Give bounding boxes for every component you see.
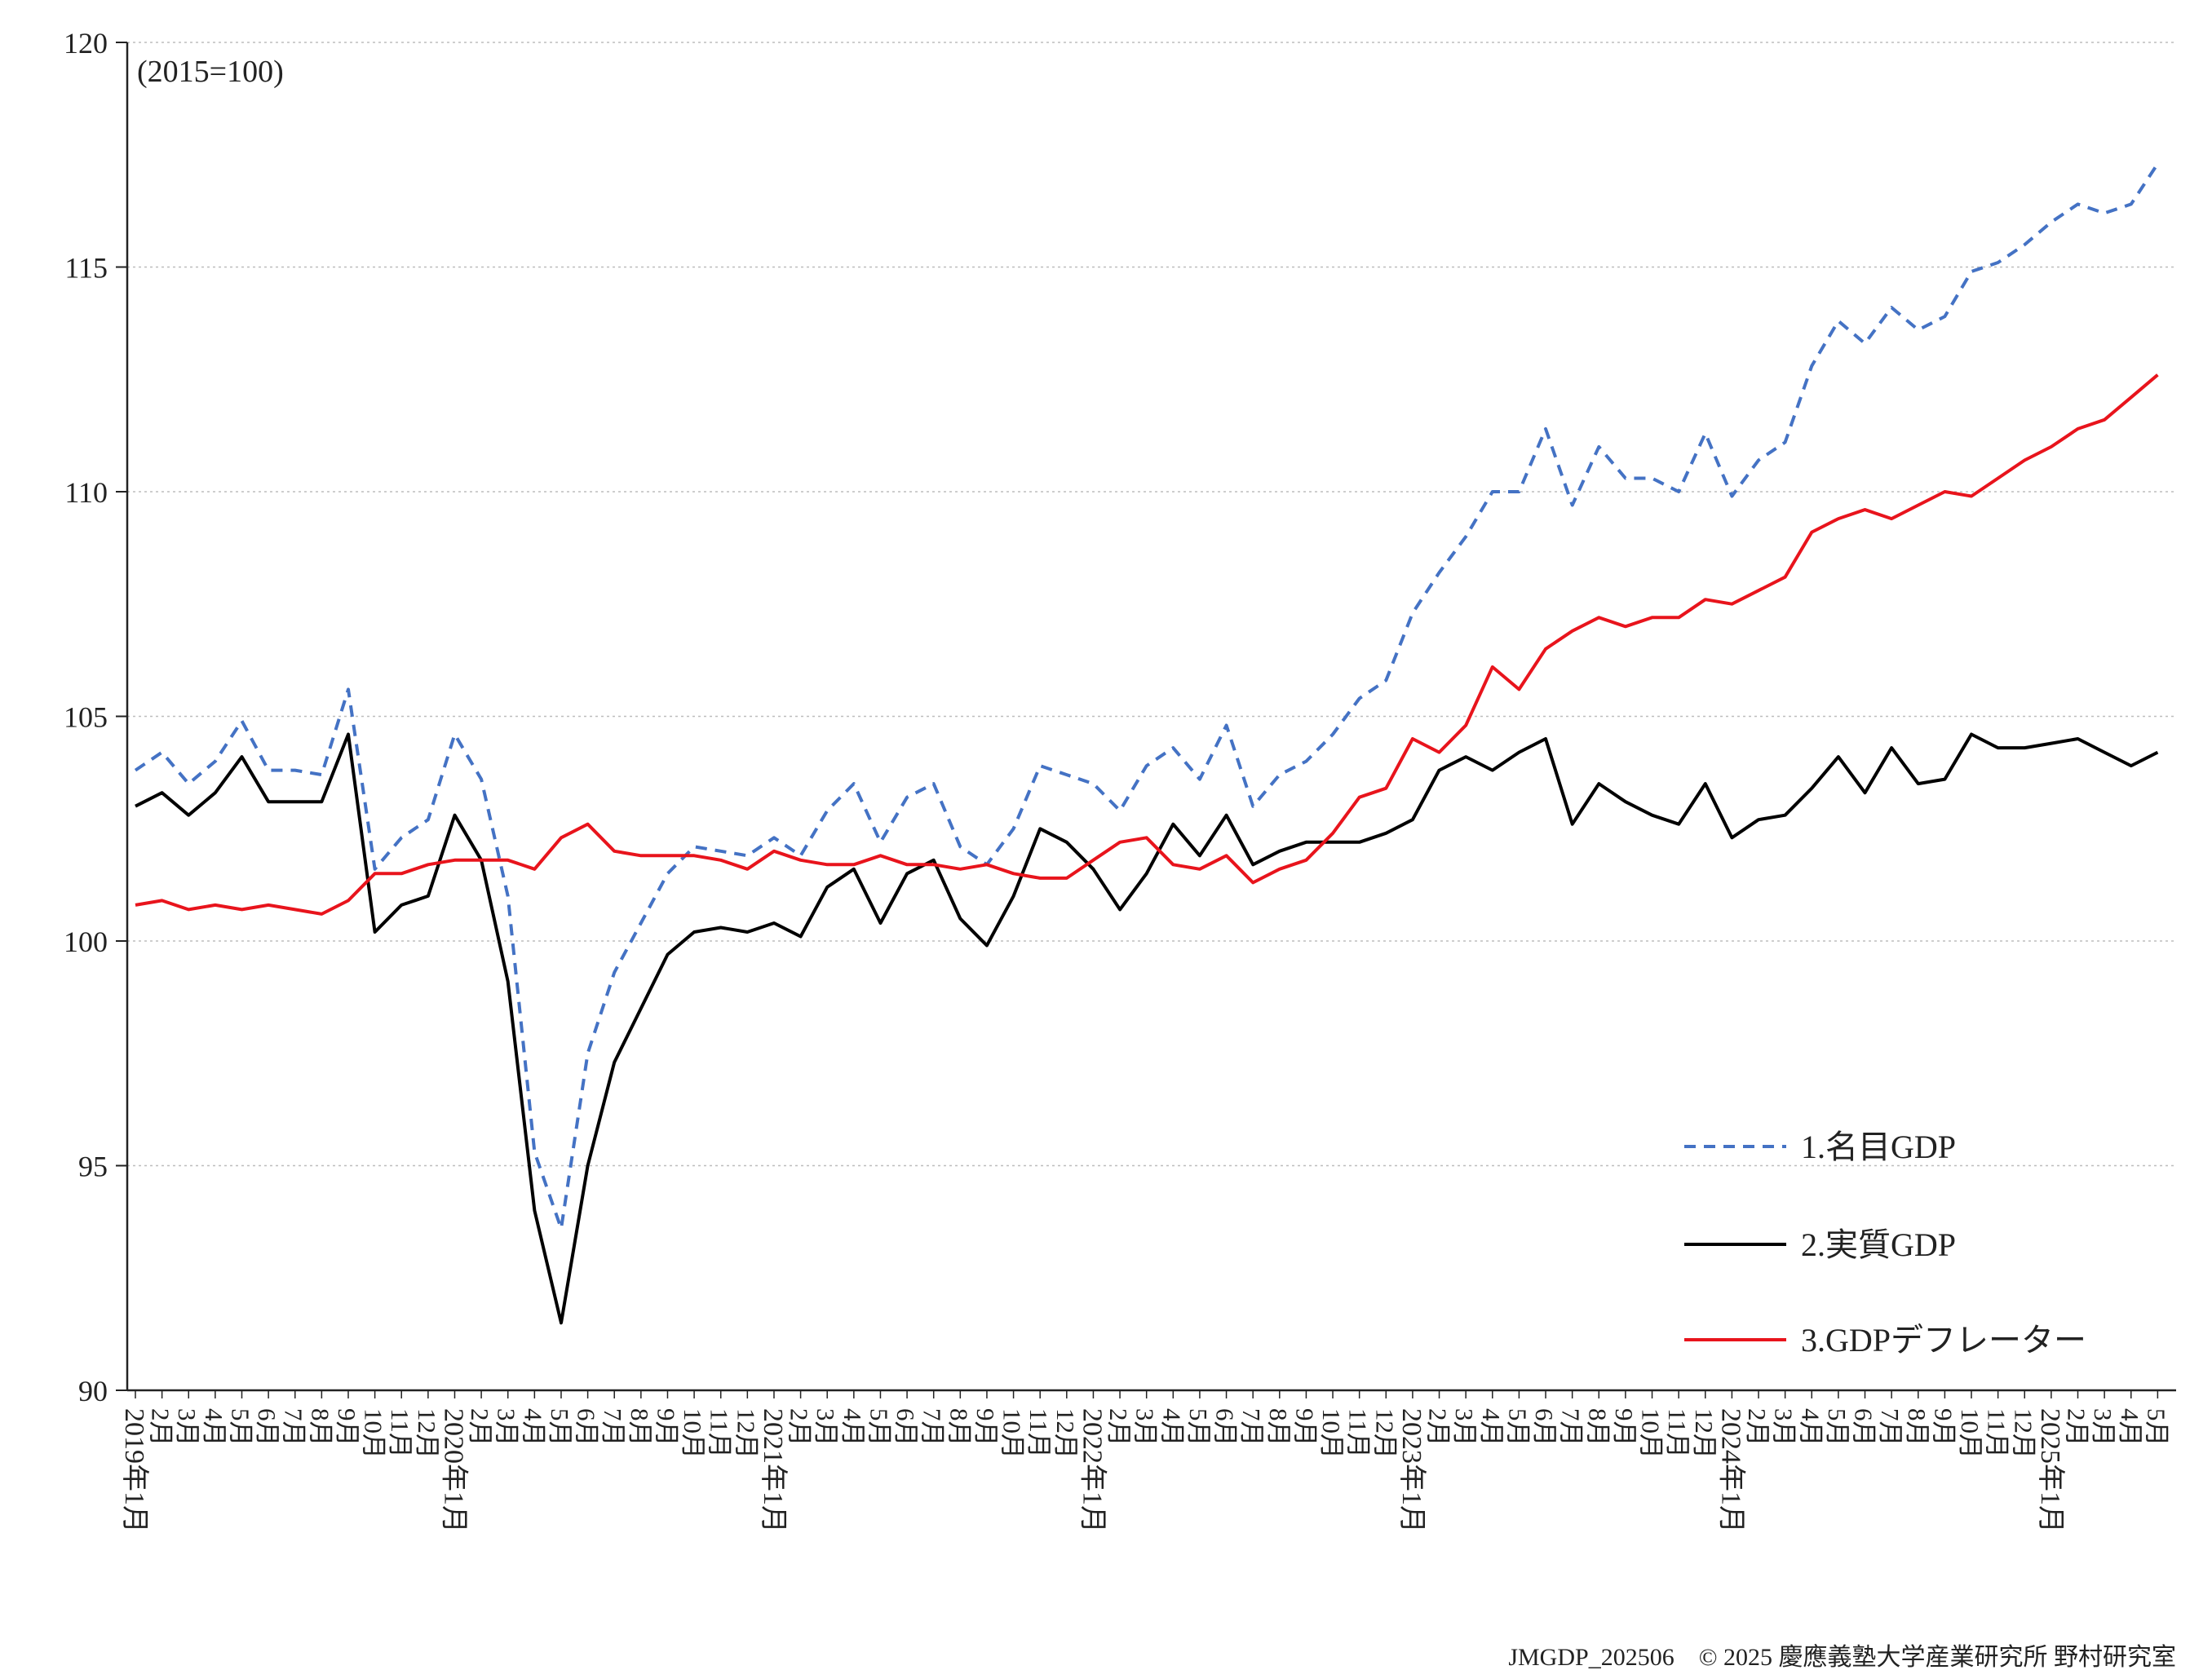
x-tick-label: 2025年1月	[2035, 1408, 2066, 1533]
x-tick-label: 2月	[785, 1408, 814, 1447]
x-tick-label: 2月	[466, 1408, 494, 1447]
x-tick-label: 6月	[1211, 1408, 1240, 1447]
x-tick-label: 11月	[386, 1408, 414, 1458]
footer-credit: JMGDP_202506 © 2025 慶應義塾大学産業研究所 野村研究室	[1508, 1644, 2176, 1670]
x-tick-label: 3月	[2089, 1408, 2117, 1447]
series-lines	[134, 162, 2160, 1325]
x-axis: 2019年1月2月3月4月5月6月7月8月9月10月11月12月2020年1月2…	[119, 1389, 2176, 1533]
x-tick-label: 7月	[1557, 1408, 1586, 1447]
y-tick-label: 115	[64, 252, 108, 285]
y-tick-label: 90	[78, 1375, 108, 1407]
y-axis: 90 95 100 105 110 115 120	[64, 27, 129, 1407]
x-tick-label: 5月	[1503, 1408, 1532, 1447]
x-tick-label: 9月	[1929, 1408, 1958, 1447]
x-tick-label: 2019年1月	[119, 1408, 150, 1533]
x-tick-label: 3月	[173, 1408, 201, 1447]
legend-label-2: 2.実質GDP	[1801, 1226, 1956, 1263]
x-tick-label: 10月	[1317, 1408, 1346, 1459]
x-tick-label: 11月	[1344, 1408, 1373, 1458]
x-tick-label: 2023年1月	[1396, 1408, 1427, 1533]
x-tick-label: 2月	[147, 1408, 175, 1447]
legend: 1.名目GDP 2.実質GDP 3.GDPデフレーター	[1684, 1129, 2086, 1359]
x-tick-label: 11月	[1663, 1408, 1692, 1458]
x-tick-label: 9月	[652, 1408, 680, 1447]
x-tick-label: 2024年1月	[1715, 1408, 1746, 1533]
x-tick-label: 2021年1月	[758, 1408, 789, 1533]
unit-note: (2015=100)	[137, 55, 284, 89]
x-tick-label: 8月	[626, 1408, 654, 1447]
x-tick-label: 2022年1月	[1077, 1408, 1108, 1533]
x-tick-label: 12月	[2009, 1408, 2037, 1459]
series-line-2	[135, 732, 2159, 1325]
x-tick-label: 10月	[1637, 1408, 1666, 1459]
x-tick-label: 10月	[360, 1408, 388, 1459]
x-tick-label: 9月	[333, 1408, 361, 1447]
legend-label-3: 3.GDPデフレーター	[1801, 1322, 2086, 1359]
x-tick-label: 7月	[918, 1408, 947, 1447]
x-tick-label: 9月	[971, 1408, 1000, 1447]
x-tick-label: 11月	[706, 1408, 734, 1458]
x-tick-label: 7月	[599, 1408, 627, 1447]
x-tick-label: 4月	[2116, 1408, 2144, 1447]
y-tick-label: 120	[64, 27, 108, 60]
x-tick-label: 6月	[1530, 1408, 1559, 1447]
x-tick-label: 6月	[253, 1408, 281, 1447]
x-tick-label: 9月	[1610, 1408, 1639, 1447]
x-tick-label: 10月	[679, 1408, 707, 1459]
x-tick-label: 9月	[1290, 1408, 1319, 1447]
y-tick-label: 95	[78, 1151, 108, 1183]
x-tick-label: 5月	[1823, 1408, 1851, 1447]
x-tick-label: 5月	[2142, 1408, 2170, 1447]
x-tick-label: 12月	[413, 1408, 441, 1459]
x-tick-label: 12月	[1051, 1408, 1080, 1459]
x-tick-label: 4月	[1157, 1408, 1186, 1447]
x-tick-label: 3月	[1770, 1408, 1798, 1447]
x-tick-label: 4月	[200, 1408, 228, 1447]
x-tick-label: 6月	[891, 1408, 920, 1447]
x-tick-label: 7月	[1237, 1408, 1266, 1447]
series-line-1	[134, 162, 2160, 1230]
x-tick-label: 8月	[945, 1408, 973, 1447]
x-tick-label: 4月	[1477, 1408, 1506, 1447]
x-tick-label: 3月	[1450, 1408, 1479, 1447]
x-tick-label: 8月	[1903, 1408, 1931, 1447]
x-tick-label: 4月	[1796, 1408, 1825, 1447]
x-tick-label: 11月	[1024, 1408, 1053, 1458]
x-tick-label: 4月	[838, 1408, 867, 1447]
x-tick-label: 12月	[732, 1408, 760, 1459]
x-tick-label: 5月	[865, 1408, 893, 1447]
x-tick-label: 12月	[1370, 1408, 1399, 1459]
gridlines	[127, 42, 2176, 1167]
x-tick-label: 2月	[2063, 1408, 2091, 1447]
x-tick-label: 2月	[1104, 1408, 1133, 1447]
x-tick-label: 5月	[546, 1408, 574, 1447]
legend-label-1: 1.名目GDP	[1801, 1129, 1956, 1165]
x-tick-label: 10月	[998, 1408, 1027, 1459]
x-tick-label: 11月	[1983, 1408, 2011, 1458]
x-tick-label: 2020年1月	[438, 1408, 469, 1533]
x-tick-label: 5月	[226, 1408, 254, 1447]
x-tick-label: 4月	[519, 1408, 547, 1447]
x-tick-label: 5月	[1184, 1408, 1213, 1447]
x-tick-label: 3月	[812, 1408, 840, 1447]
x-tick-label: 3月	[1131, 1408, 1160, 1447]
y-tick-label: 110	[64, 476, 108, 509]
y-tick-label: 105	[64, 701, 108, 734]
x-tick-label: 2月	[1743, 1408, 1772, 1447]
x-tick-label: 10月	[1956, 1408, 1984, 1459]
x-tick-label: 8月	[1583, 1408, 1612, 1447]
x-tick-label: 12月	[1690, 1408, 1719, 1459]
x-tick-label: 7月	[1876, 1408, 1905, 1447]
x-tick-label: 8月	[1264, 1408, 1293, 1447]
x-tick-label: 8月	[306, 1408, 334, 1447]
x-tick-label: 7月	[280, 1408, 308, 1447]
x-tick-label: 6月	[1850, 1408, 1878, 1447]
x-tick-label: 3月	[493, 1408, 521, 1447]
x-tick-label: 2月	[1424, 1408, 1453, 1447]
y-tick-label: 100	[64, 926, 108, 958]
series-line-3	[135, 373, 2159, 916]
x-tick-label: 6月	[573, 1408, 601, 1447]
